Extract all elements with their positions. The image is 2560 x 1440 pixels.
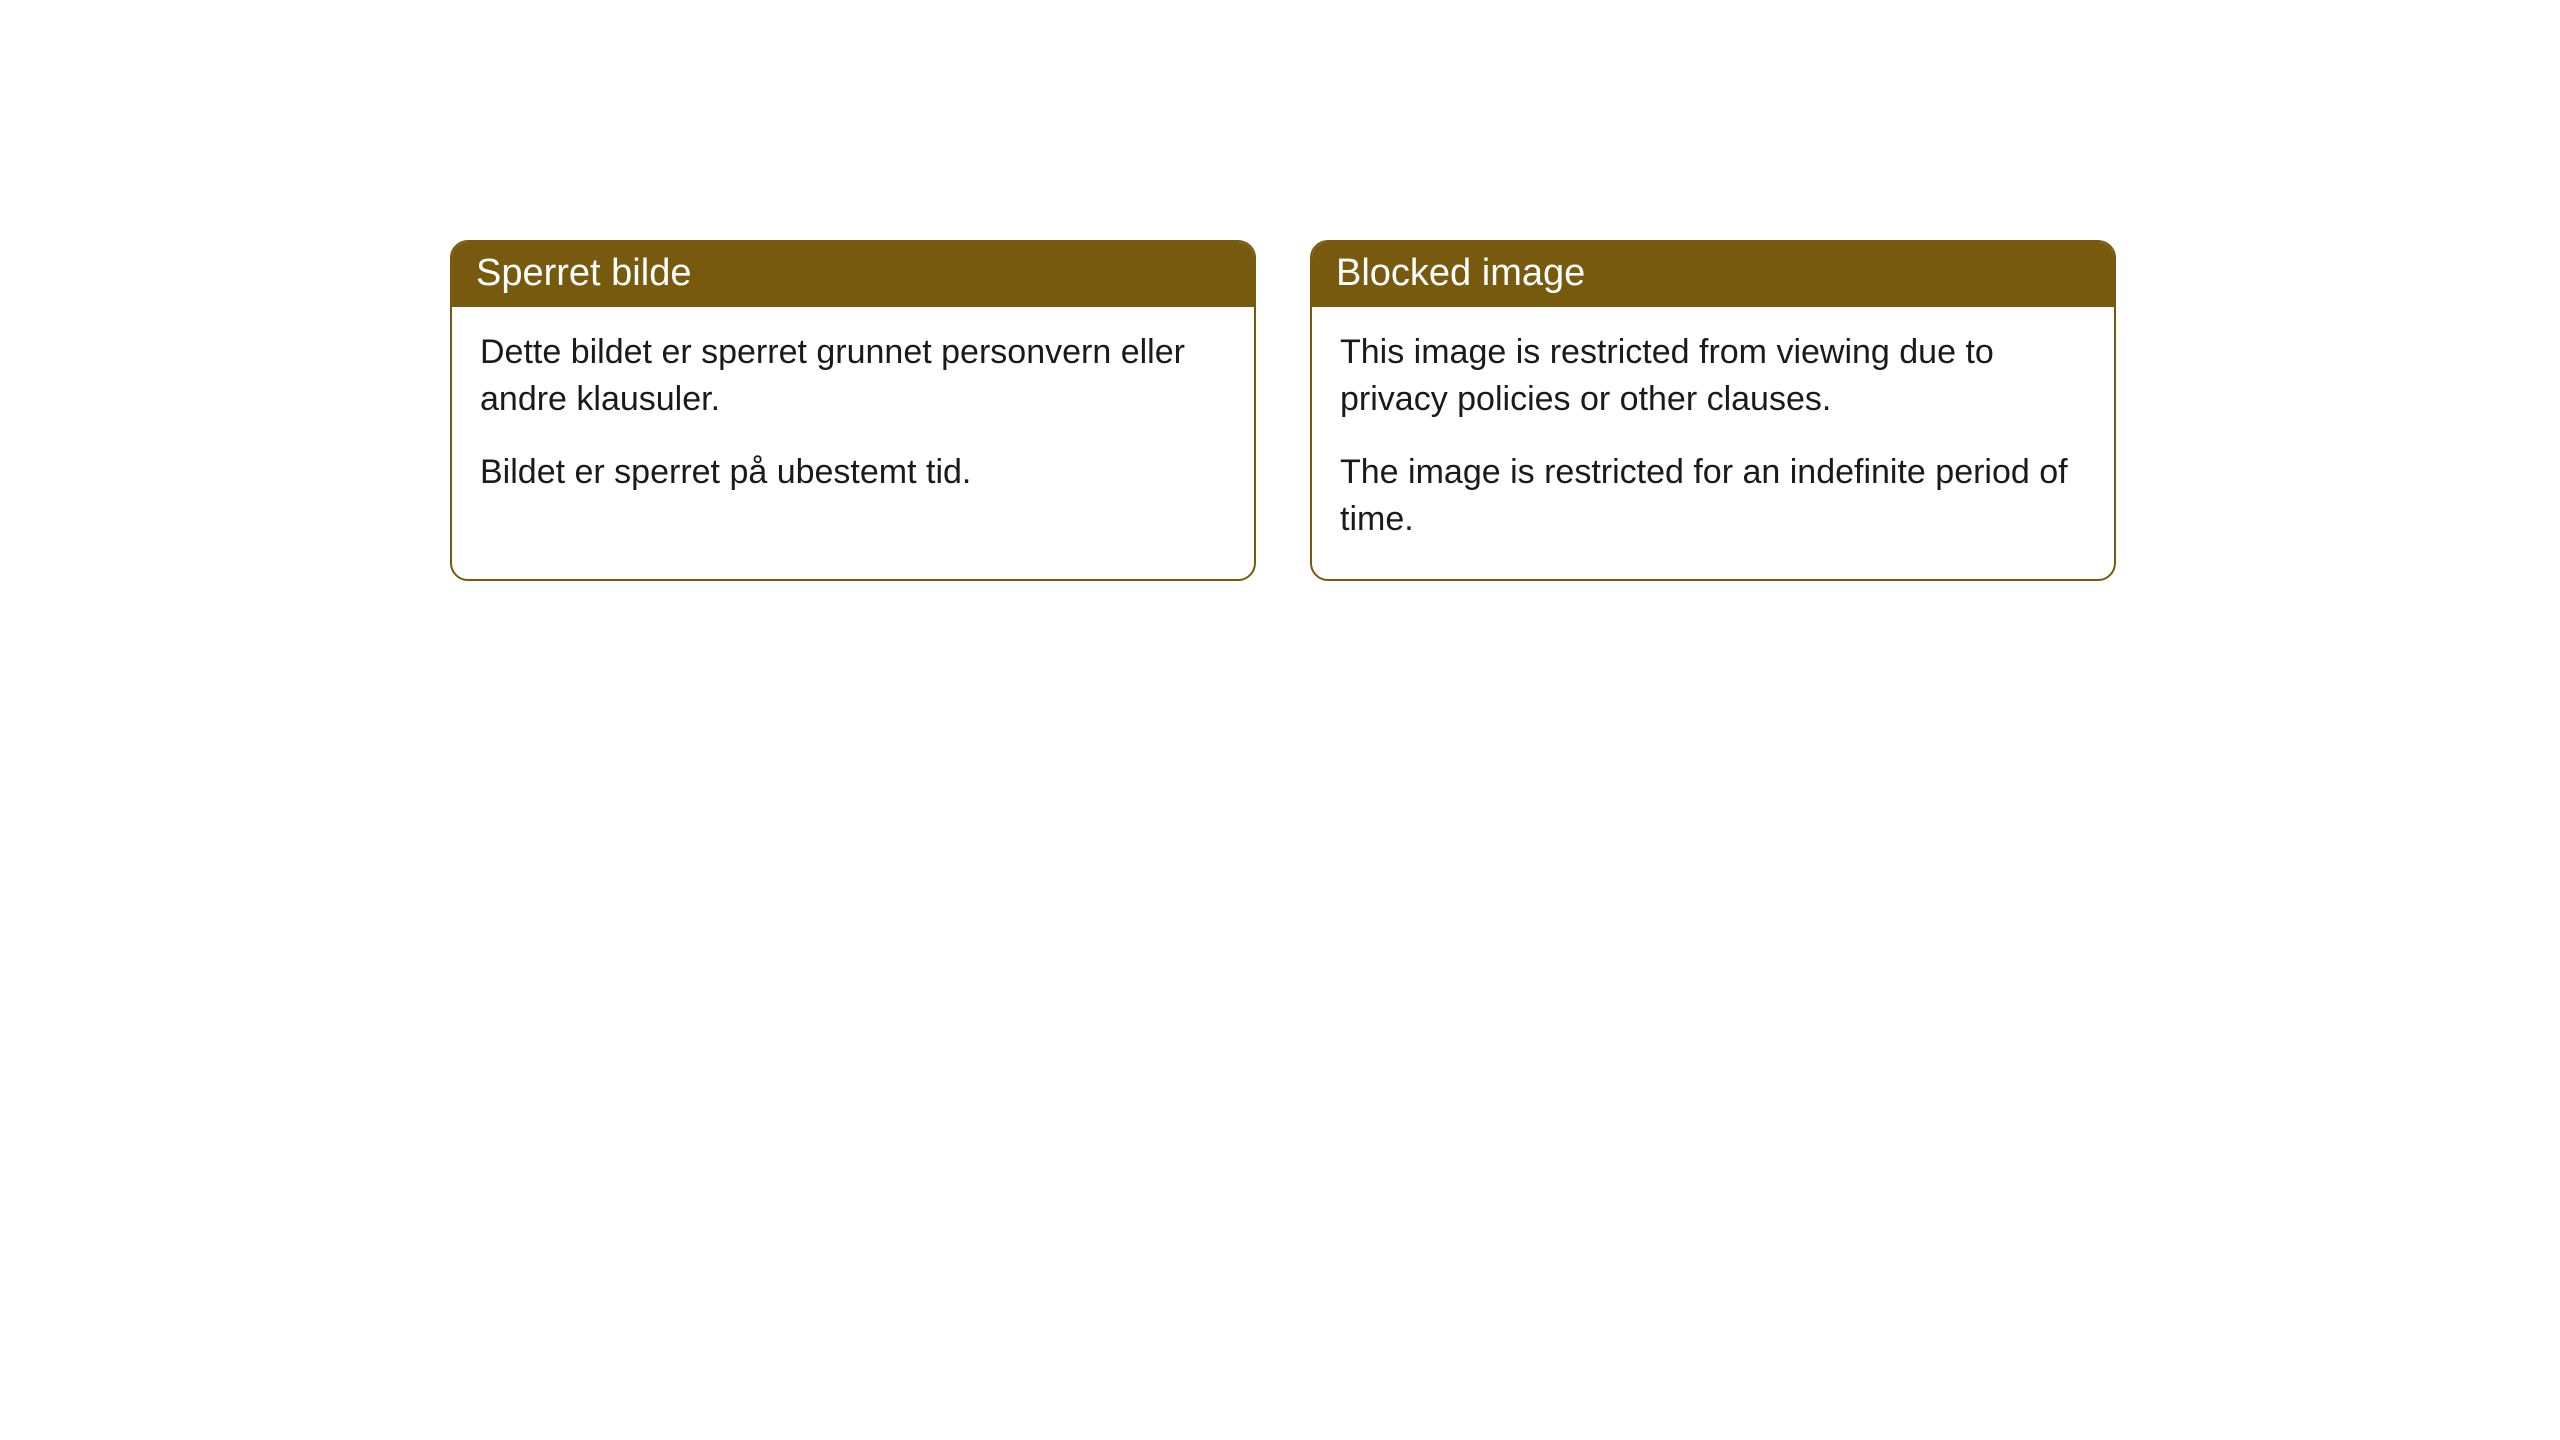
card-text-no-1: Dette bildet er sperret grunnet personve… [480, 329, 1226, 423]
card-text-en-2: The image is restricted for an indefinit… [1340, 449, 2086, 543]
card-body-no: Dette bildet er sperret grunnet personve… [452, 307, 1254, 532]
blocked-image-card-no: Sperret bilde Dette bildet er sperret gr… [450, 240, 1256, 581]
card-text-no-2: Bildet er sperret på ubestemt tid. [480, 449, 1226, 496]
card-header-no: Sperret bilde [452, 242, 1254, 307]
cards-container: Sperret bilde Dette bildet er sperret gr… [450, 240, 2116, 581]
card-header-en: Blocked image [1312, 242, 2114, 307]
card-body-en: This image is restricted from viewing du… [1312, 307, 2114, 579]
blocked-image-card-en: Blocked image This image is restricted f… [1310, 240, 2116, 581]
card-text-en-1: This image is restricted from viewing du… [1340, 329, 2086, 423]
